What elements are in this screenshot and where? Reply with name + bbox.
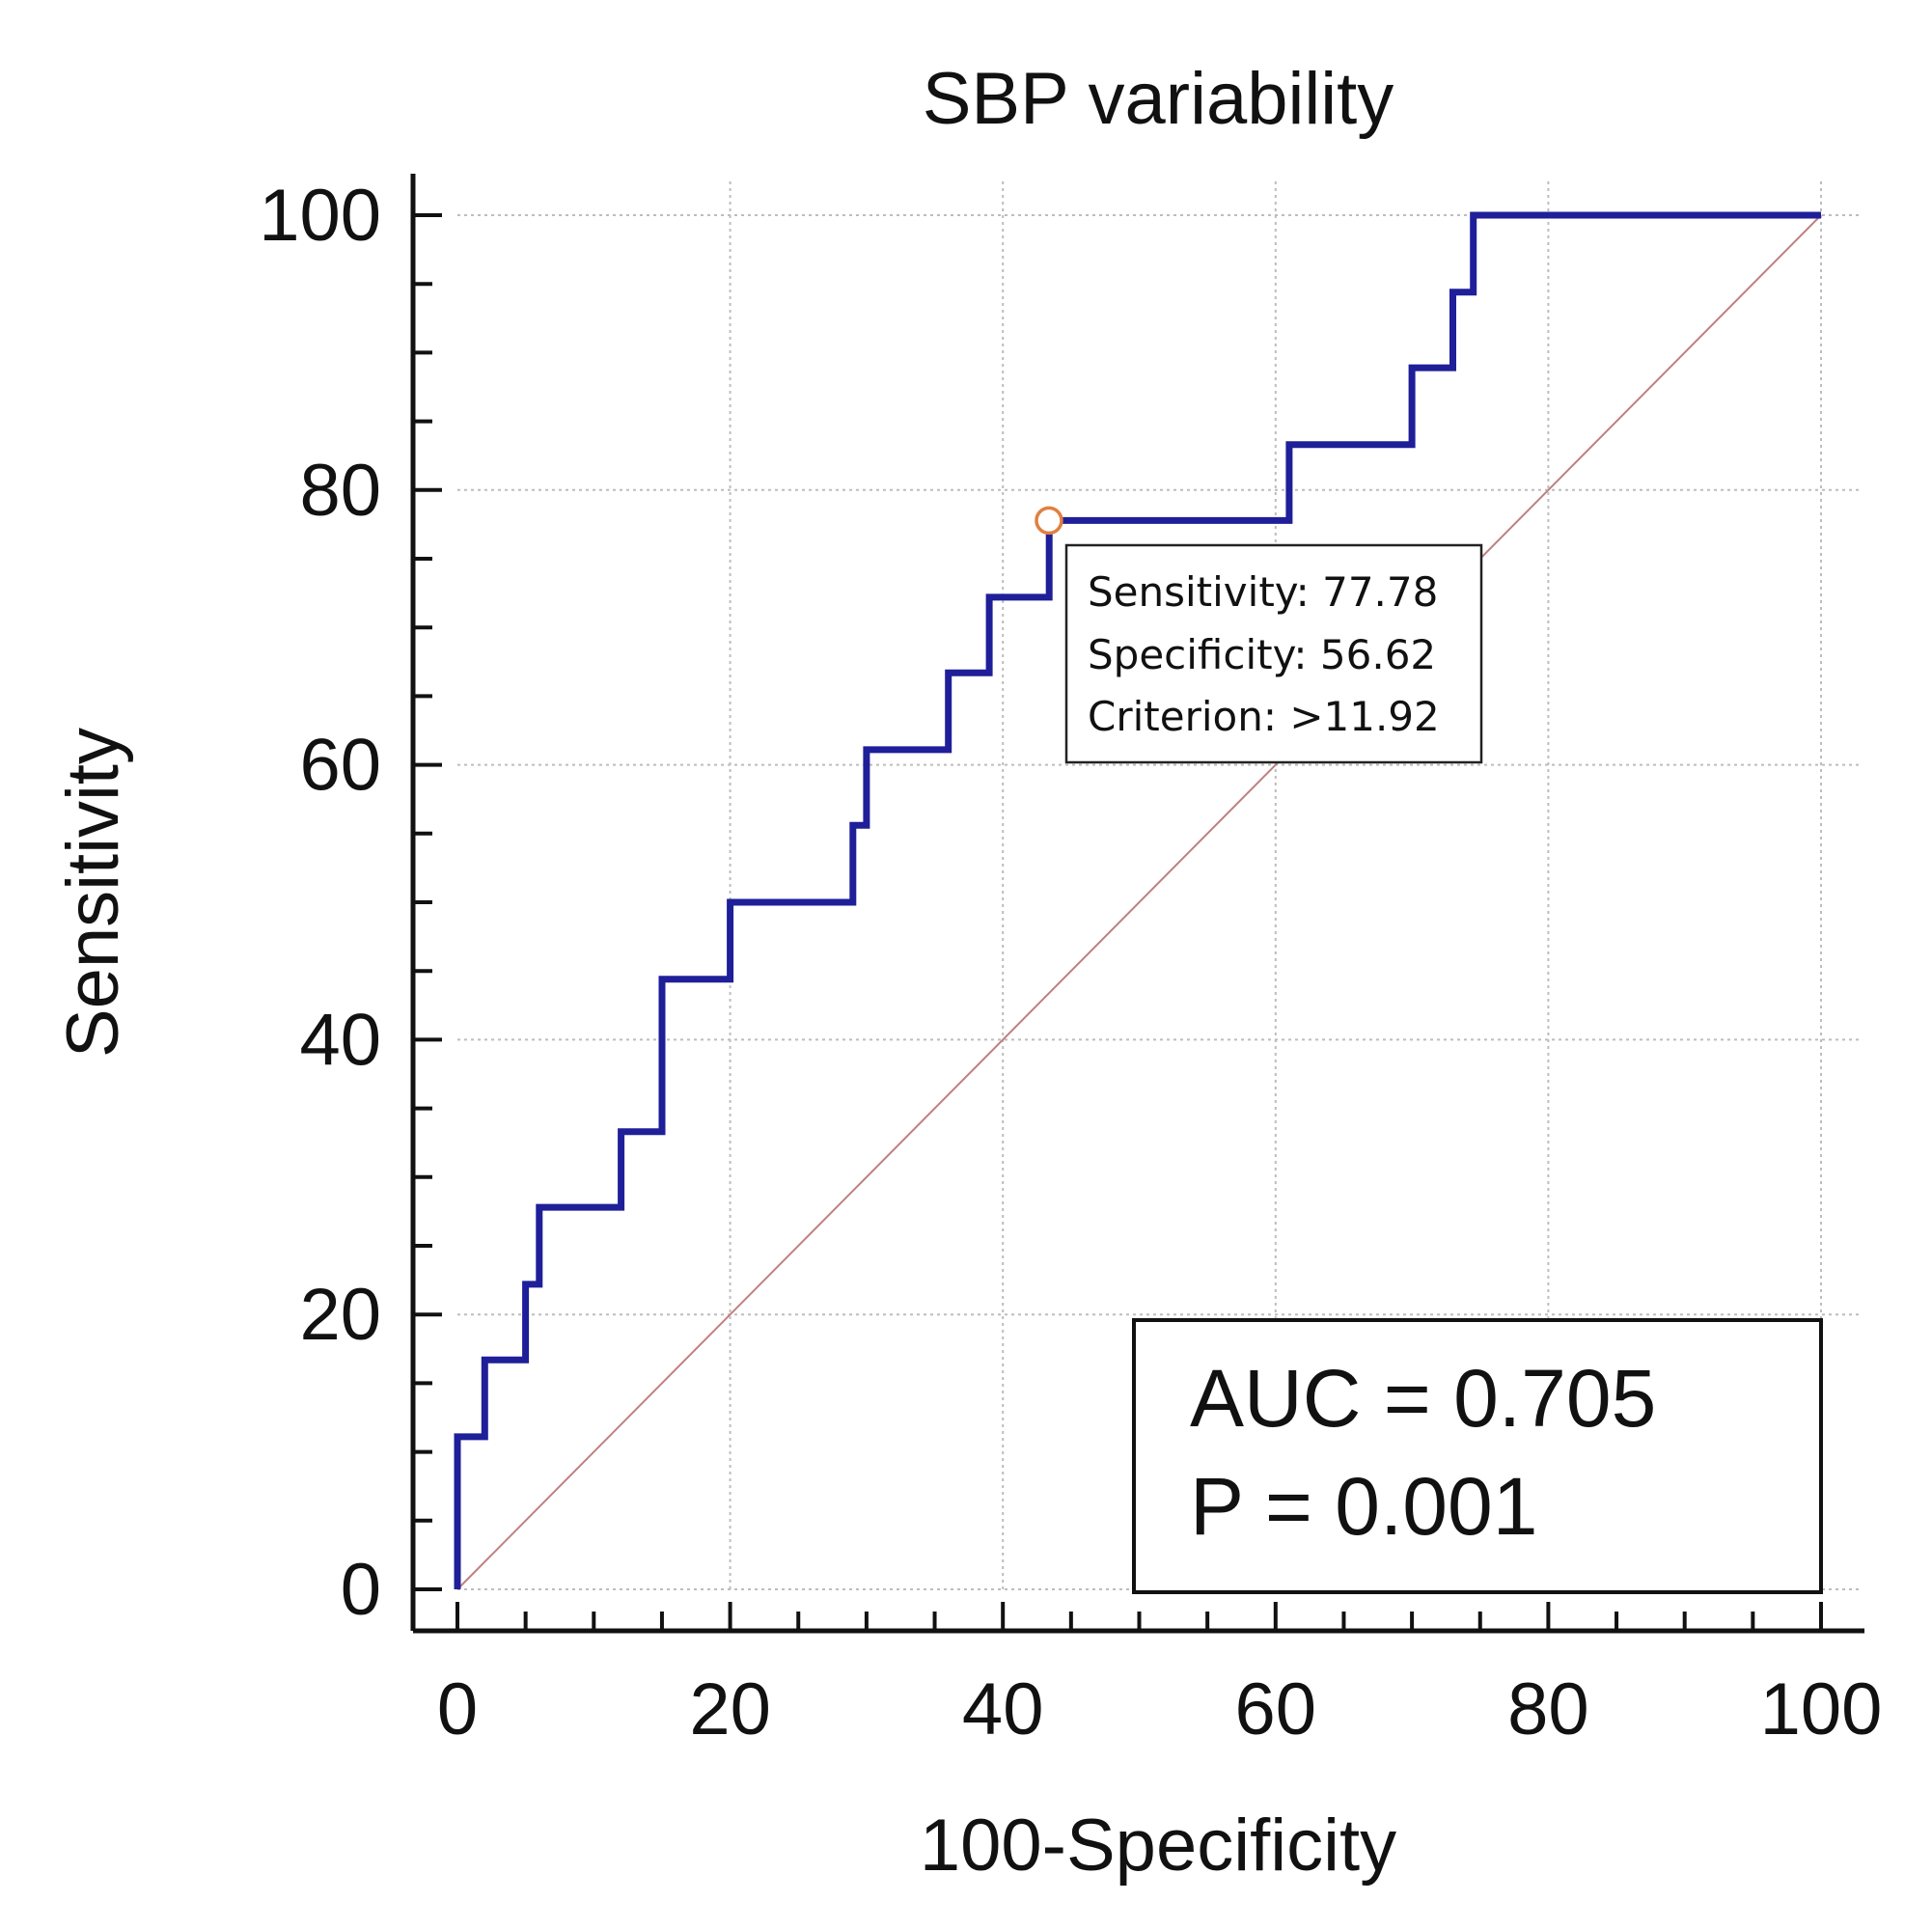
callout-box xyxy=(1064,543,1483,764)
x-tick-label-60: 60 xyxy=(1235,1668,1317,1750)
roc-curve-line xyxy=(454,211,1821,1589)
auc-box xyxy=(1132,1318,1823,1594)
y-tick-label-0: 0 xyxy=(341,1549,381,1631)
p-value: P = 0.001 xyxy=(1190,1461,1537,1552)
x-tick-label-20: 20 xyxy=(689,1668,771,1750)
y-axis-label: Sensitivity xyxy=(52,728,134,1058)
optimal-cutoff-marker xyxy=(1035,506,1063,536)
roc-curve-group xyxy=(454,211,1821,1589)
x-tick-label-0: 0 xyxy=(437,1668,478,1750)
callout-specificity: Specificity: 56.62 xyxy=(1088,631,1436,678)
x-tick-label-80: 80 xyxy=(1507,1668,1589,1750)
auc-value: AUC = 0.705 xyxy=(1190,1353,1656,1444)
x-axis-label: 100-Specificity xyxy=(920,1805,1396,1887)
y-tick-label-80: 80 xyxy=(299,450,381,532)
auc-annotation: AUC = 0.705 P = 0.001 xyxy=(1132,1318,1823,1594)
y-tick-label-40: 40 xyxy=(299,999,381,1081)
callout-sensitivity: Sensitivity: 77.78 xyxy=(1088,568,1438,616)
highlight-callout: Sensitivity: 77.78 Specificity: 56.62 Cr… xyxy=(1064,543,1483,764)
x-tick-label-40: 40 xyxy=(962,1668,1044,1750)
reference-line xyxy=(456,214,1822,1590)
y-tick-label-60: 60 xyxy=(299,725,381,807)
axes xyxy=(410,174,1864,1634)
x-tick-label-100: 100 xyxy=(1760,1668,1883,1750)
chart-title: SBP variability xyxy=(923,58,1394,140)
grid-lines xyxy=(457,181,1860,1590)
tick-labels: 0 20 40 60 80 100 0 20 40 60 80 100 xyxy=(259,175,1882,1750)
y-tick-label-100: 100 xyxy=(259,175,381,257)
y-tick-label-20: 20 xyxy=(299,1274,381,1356)
callout-criterion: Criterion: >11.92 xyxy=(1088,693,1440,740)
reference-line-group xyxy=(456,214,1822,1590)
